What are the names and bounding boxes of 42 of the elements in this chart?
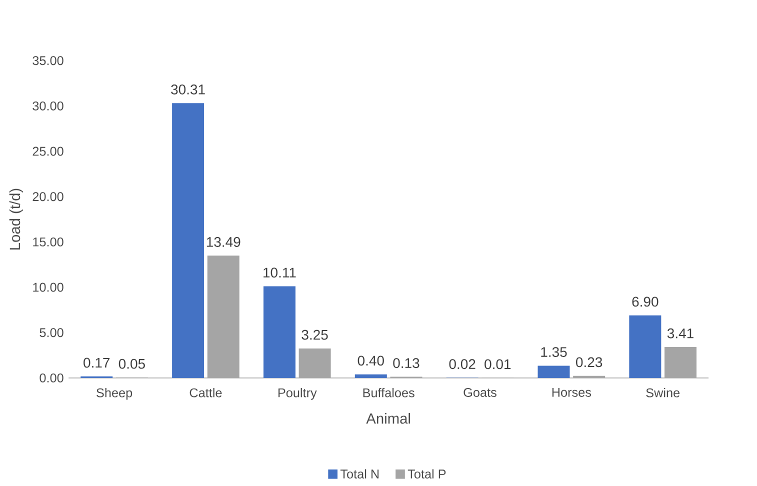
x-tick-label: Goats: [464, 388, 496, 398]
x-tick-label: Cattle: [190, 388, 222, 398]
bar: [664, 347, 697, 378]
x-axis-title: Animal: [366, 413, 410, 424]
data-label: 10.11: [264, 268, 296, 278]
y-tick-label: 35.00: [32, 56, 64, 66]
y-tick-label: 5.00: [40, 328, 64, 338]
data-label: 0.13: [393, 358, 420, 368]
data-label: 0.23: [576, 357, 602, 368]
y-tick-label: 30.00: [32, 102, 64, 111]
bar: [172, 103, 204, 378]
y-tick-label: 15.00: [33, 238, 64, 247]
y-tick-label: 20.00: [32, 192, 64, 202]
bar: [354, 374, 387, 378]
data-label: 30.31: [171, 84, 205, 95]
data-label: 6.90: [632, 296, 658, 307]
legend-label: Total P: [408, 469, 446, 479]
x-tick-label: Sheep: [96, 388, 132, 400]
data-label: 0.05: [118, 359, 145, 369]
data-label: 13.49: [206, 237, 240, 248]
bar: [629, 316, 662, 378]
data-label: 0.01: [484, 359, 511, 370]
data-label: 1.35: [541, 347, 567, 358]
y-tick-label: 10.00: [33, 282, 64, 292]
data-label: 0.02: [449, 359, 476, 370]
legend-label: Total N: [340, 469, 379, 479]
bar: [298, 348, 331, 378]
bar: [207, 256, 240, 378]
y-tick-label: 25.00: [32, 146, 64, 156]
bar: [538, 366, 570, 378]
data-label: 0.40: [358, 356, 384, 366]
y-axis-title: Load (t/d): [9, 188, 24, 250]
bar: [263, 286, 296, 378]
x-tick-label: Swine: [646, 388, 680, 398]
x-tick-label: Buffaloes: [363, 388, 414, 398]
bar: [573, 376, 606, 378]
x-tick-label: Poultry: [278, 388, 317, 400]
data-label: 3.41: [667, 328, 694, 338]
y-tick-label: 0.00: [40, 374, 64, 383]
data-label: 0.17: [84, 358, 110, 368]
x-tick-label: Horses: [552, 388, 592, 397]
data-label: 3.25: [302, 330, 328, 340]
